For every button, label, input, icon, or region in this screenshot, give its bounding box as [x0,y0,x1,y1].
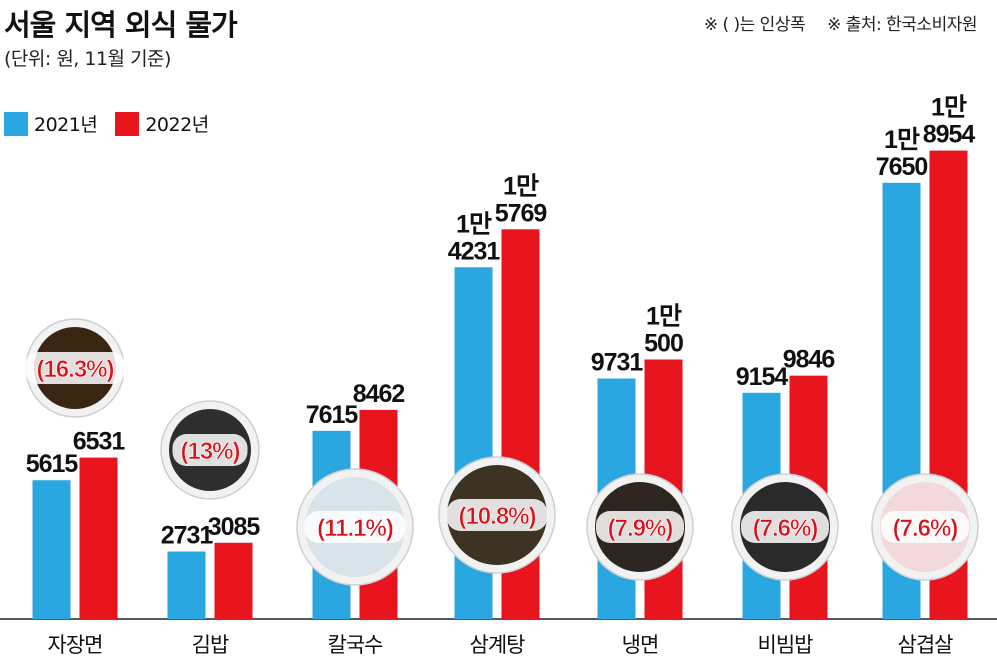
value-label-2022-2-0: 8462 [353,380,405,408]
increase-pill-3 [446,499,548,531]
increase-pill-6 [881,511,969,543]
value-label-2022-0-0: 6531 [73,428,126,456]
increase-note: ※ ( )는 인상폭 [703,15,806,35]
category-label-4: 냉면 [622,633,659,657]
increase-label-1: (13%) [180,438,239,465]
value-label-2021-0-0: 5615 [26,450,79,478]
increase-pill-2 [304,511,406,543]
value-label-2021-3-0: 1만 [456,210,492,238]
increase-label-4: (7.9%) [608,515,673,542]
value-label-2021-1-0: 2731 [161,522,214,550]
value-label-2021-2-0: 7615 [306,401,359,429]
category-label-6: 삼겹살 [898,633,954,657]
legend-swatch-2021 [4,111,28,136]
value-label-2022-4-0: 1만 [646,303,682,331]
legend-swatch-2022 [115,111,140,136]
category-label-5: 비빔밥 [758,633,814,657]
source-note: ※ 출처: 한국소비자원 [827,15,977,35]
chart-notes: ※ ( )는 인상폭 ※ 출처: 한국소비자원 [703,10,978,35]
value-label-2021-6-1: 7650 [876,153,928,181]
bar-2021-0 [32,480,71,619]
value-label-2021-6-0: 1만 [884,126,920,154]
value-label-2022-3-1: 5769 [495,199,547,227]
bar-2021-1 [167,551,206,619]
bar-2022-1 [214,542,253,619]
increase-pill-5 [741,511,829,543]
increase-label-5: (7.6%) [753,515,818,542]
increase-pill-1 [172,434,248,466]
category-label-3: 삼계탕 [470,633,526,657]
category-label-0: 자장면 [48,633,103,657]
value-label-2021-4-0: 9731 [591,349,644,377]
category-label-1: 김밥 [192,633,229,657]
value-label-2022-3-0: 1만 [503,172,539,200]
value-label-2021-3-1: 4231 [448,237,501,265]
legend-item-2022: 2022년 [115,110,209,137]
legend-label-2021: 2021년 [34,114,98,136]
value-label-2022-6-0: 1만 [931,94,967,122]
legend-label-2022: 2022년 [145,114,209,136]
increase-label-0: (16.3%) [36,356,113,383]
value-label-2022-6-1: 8954 [923,121,976,149]
category-label-2: 칼국수 [328,633,384,657]
chart-title: 서울 지역 외식 물가 [4,8,238,42]
chart-subtitle: (단위: 원, 11월 기준) [4,48,171,70]
increase-label-3: (10.8%) [458,503,535,530]
value-label-2021-5-0: 9154 [736,363,789,391]
increase-pill-4 [596,511,684,543]
value-label-2022-5-0: 9846 [783,346,835,374]
increase-label-2: (11.1%) [317,515,393,542]
value-label-2022-1-0: 3085 [208,513,261,541]
increase-pill-0 [24,352,126,384]
increase-label-6: (7.6%) [893,515,958,542]
chart-legend: 2021년 2022년 [4,110,209,137]
value-label-2022-4-1: 500 [644,330,683,358]
legend-item-2021: 2021년 [4,110,98,137]
bar-2022-0 [79,457,118,619]
